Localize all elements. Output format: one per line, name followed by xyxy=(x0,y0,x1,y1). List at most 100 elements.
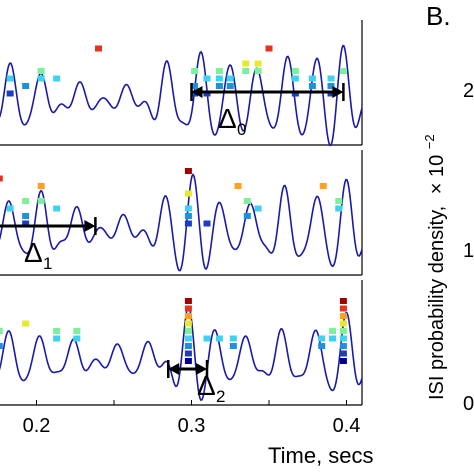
spike-marker xyxy=(53,205,61,212)
spike-marker xyxy=(308,83,316,89)
spike-marker xyxy=(184,305,192,312)
spike-marker xyxy=(226,75,234,82)
spike-marker xyxy=(95,45,102,52)
spike-marker xyxy=(53,75,61,82)
interval-arrow-head-right xyxy=(196,363,207,375)
spike-marker xyxy=(184,358,192,364)
spike-marker xyxy=(291,68,299,74)
panel-2-lfp-trace xyxy=(0,305,363,402)
spike-marker xyxy=(308,75,316,82)
spike-marker xyxy=(184,213,192,219)
spike-marker xyxy=(339,328,347,334)
spike-marker xyxy=(243,198,251,204)
spike-marker xyxy=(339,350,347,357)
spike-marker xyxy=(37,68,45,74)
spike-marker xyxy=(6,75,14,82)
spike-marker xyxy=(6,205,14,212)
spike-marker xyxy=(318,343,326,349)
spike-marker xyxy=(184,350,192,357)
spike-marker xyxy=(191,68,199,74)
interval-label-subscript: 0 xyxy=(237,120,246,139)
svg-text:ISI probability density,: ISI probability density, × 10 −2 xyxy=(422,134,448,400)
interval-label-subscript: 2 xyxy=(216,387,225,406)
spike-marker xyxy=(254,205,262,212)
spike-marker xyxy=(215,68,223,74)
spike-marker xyxy=(6,90,14,97)
spike-marker xyxy=(184,298,192,304)
spike-marker xyxy=(37,198,45,204)
spike-marker xyxy=(184,328,192,334)
spike-marker xyxy=(0,328,3,334)
spike-marker xyxy=(229,343,237,349)
spike-marker xyxy=(265,45,273,52)
raster-panels: Δ 0Δ 1Δ 2 xyxy=(0,20,363,406)
panel-letter: B. xyxy=(426,1,451,31)
right-y-axis-title: ISI probability density, × 10 −2 xyxy=(422,134,448,400)
spike-marker xyxy=(0,343,3,349)
spike-marker xyxy=(184,335,192,342)
spike-marker xyxy=(339,313,347,319)
interval-label: Δ xyxy=(197,370,216,401)
spike-marker xyxy=(215,83,223,89)
spike-marker xyxy=(327,75,335,82)
right-y-tick-label: 2 xyxy=(463,80,474,102)
spike-marker xyxy=(215,75,223,82)
spike-marker xyxy=(22,83,30,89)
spike-marker xyxy=(242,60,250,67)
spike-marker xyxy=(339,343,347,349)
interval-arrow-head-right xyxy=(332,86,344,98)
spike-marker xyxy=(339,305,347,312)
spike-marker xyxy=(184,190,192,197)
interval-label: Δ xyxy=(24,237,43,268)
right-y-tick-label: 1 xyxy=(463,240,474,262)
spike-marker xyxy=(53,328,61,334)
x-tick-label: 0.3 xyxy=(178,415,206,437)
spike-marker xyxy=(73,335,81,342)
interval-label: Δ xyxy=(218,103,237,134)
right-y-axis: 2 1 0 xyxy=(463,80,474,415)
x-axis-label: Time, secs xyxy=(268,443,374,468)
spike-marker xyxy=(203,335,211,342)
x-tick-label: 0.2 xyxy=(23,415,51,437)
spike-marker xyxy=(339,298,347,304)
interval-label-subscript: 1 xyxy=(43,254,52,273)
spike-marker xyxy=(203,220,211,227)
spike-marker xyxy=(335,205,343,212)
spike-marker xyxy=(329,335,337,342)
spike-marker xyxy=(184,313,192,319)
y-axis-exponent: −2 xyxy=(422,134,437,149)
y-axis-label: ISI probability density, xyxy=(426,206,448,400)
spike-marker xyxy=(329,328,337,334)
spike-marker xyxy=(339,68,347,74)
spike-marker xyxy=(184,343,192,349)
x-axis: 0.2 0.3 0.4 xyxy=(23,400,360,437)
right-y-tick-label: 0 xyxy=(463,393,474,415)
spike-marker xyxy=(318,335,326,342)
spike-marker xyxy=(53,335,61,342)
spike-marker xyxy=(291,75,299,82)
spike-marker xyxy=(22,198,30,204)
spike-marker xyxy=(37,183,45,189)
spike-marker xyxy=(37,75,45,82)
spike-marker xyxy=(203,75,211,82)
spike-marker xyxy=(234,183,242,189)
spike-marker xyxy=(335,198,343,204)
spike-marker xyxy=(22,213,30,219)
spike-marker xyxy=(184,320,192,327)
spike-marker xyxy=(243,213,251,219)
spike-marker xyxy=(22,220,30,227)
spike-marker xyxy=(0,175,3,182)
spike-marker xyxy=(339,358,347,364)
spike-marker xyxy=(319,183,327,189)
spike-marker xyxy=(191,83,199,89)
spike-marker xyxy=(339,320,347,327)
spike-marker xyxy=(229,335,237,342)
spike-marker xyxy=(184,205,192,212)
spike-marker xyxy=(184,220,192,227)
y-axis-multiplier: × 10 xyxy=(426,155,448,194)
panel-1-lfp-trace xyxy=(0,173,363,272)
panel-0-lfp-trace xyxy=(0,44,363,147)
